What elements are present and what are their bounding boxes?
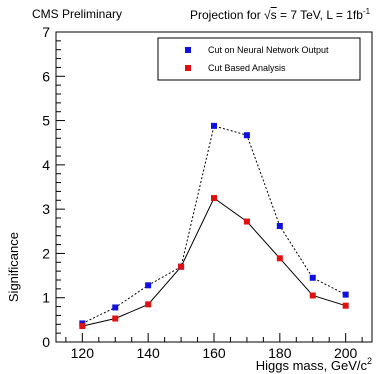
series-2-point	[276, 255, 283, 262]
series-2-point	[178, 263, 185, 270]
header-left-text: CMS Preliminary	[32, 7, 123, 21]
y-axis-title: Significance	[6, 232, 21, 302]
series-1-point	[211, 122, 217, 129]
series-2-point	[243, 218, 250, 225]
series-1-point	[145, 282, 152, 289]
sqrt-symbol: √	[264, 8, 271, 22]
x-axis-title-sup: 2	[367, 356, 372, 366]
legend-marker-2	[185, 65, 191, 71]
axis-ticks: 0 1 2 3 4 5 6 7 120 140 160 180 200	[42, 24, 363, 361]
y-tick-label: 4	[42, 157, 50, 173]
series-line-2	[82, 197, 346, 327]
x-axis-title: Higgs mass, GeV/c2	[256, 356, 372, 373]
legend-box	[157, 37, 361, 81]
sqrt-s: s	[270, 8, 277, 22]
projection-mid: = 7 TeV, L = 1fb	[276, 8, 363, 22]
series-2-point	[112, 315, 119, 322]
legend: Cut on Neural Network Output Cut Based An…	[157, 37, 361, 81]
x-tick-label: 180	[268, 345, 292, 361]
series-2-point	[145, 301, 152, 308]
series-1-point	[342, 291, 349, 298]
projection-prefix: Projection for	[190, 8, 265, 22]
series-2-point	[309, 292, 316, 299]
series-2-point	[79, 323, 86, 330]
y-tick-label: 1	[42, 290, 50, 306]
projection-sup: -1	[362, 7, 371, 16]
y-tick-label: 0	[42, 334, 50, 350]
series-1-point	[243, 132, 250, 139]
series-1-point	[276, 222, 283, 229]
series-1-point	[309, 274, 316, 281]
x-axis-title-text: Higgs mass, GeV/c	[256, 358, 368, 373]
x-tick-label: 160	[202, 345, 226, 361]
cms-preliminary-label: CMS Preliminary	[32, 7, 122, 21]
x-tick-label: 140	[136, 345, 160, 361]
legend-label-1: Cut on Neural Network Output	[208, 45, 329, 55]
series-layer	[79, 122, 349, 330]
x-tick-label: 200	[334, 345, 358, 361]
legend-marker-1	[185, 47, 191, 53]
x-tick-label: 120	[71, 345, 95, 361]
y-tick-label: 5	[42, 113, 50, 129]
y-tick-label: 2	[42, 245, 50, 261]
series-2-point	[211, 195, 217, 202]
y-tick-label: 3	[42, 201, 50, 217]
projection-label: Projection for √s = 7 TeV, L = 1fb-1	[190, 7, 370, 22]
legend-label-2: Cut Based Analysis	[208, 63, 286, 73]
y-tick-label: 7	[42, 24, 50, 40]
y-tick-label: 6	[42, 68, 50, 84]
series-2-point	[342, 302, 349, 309]
series-1-point	[112, 304, 119, 311]
series-line-1	[82, 125, 346, 324]
